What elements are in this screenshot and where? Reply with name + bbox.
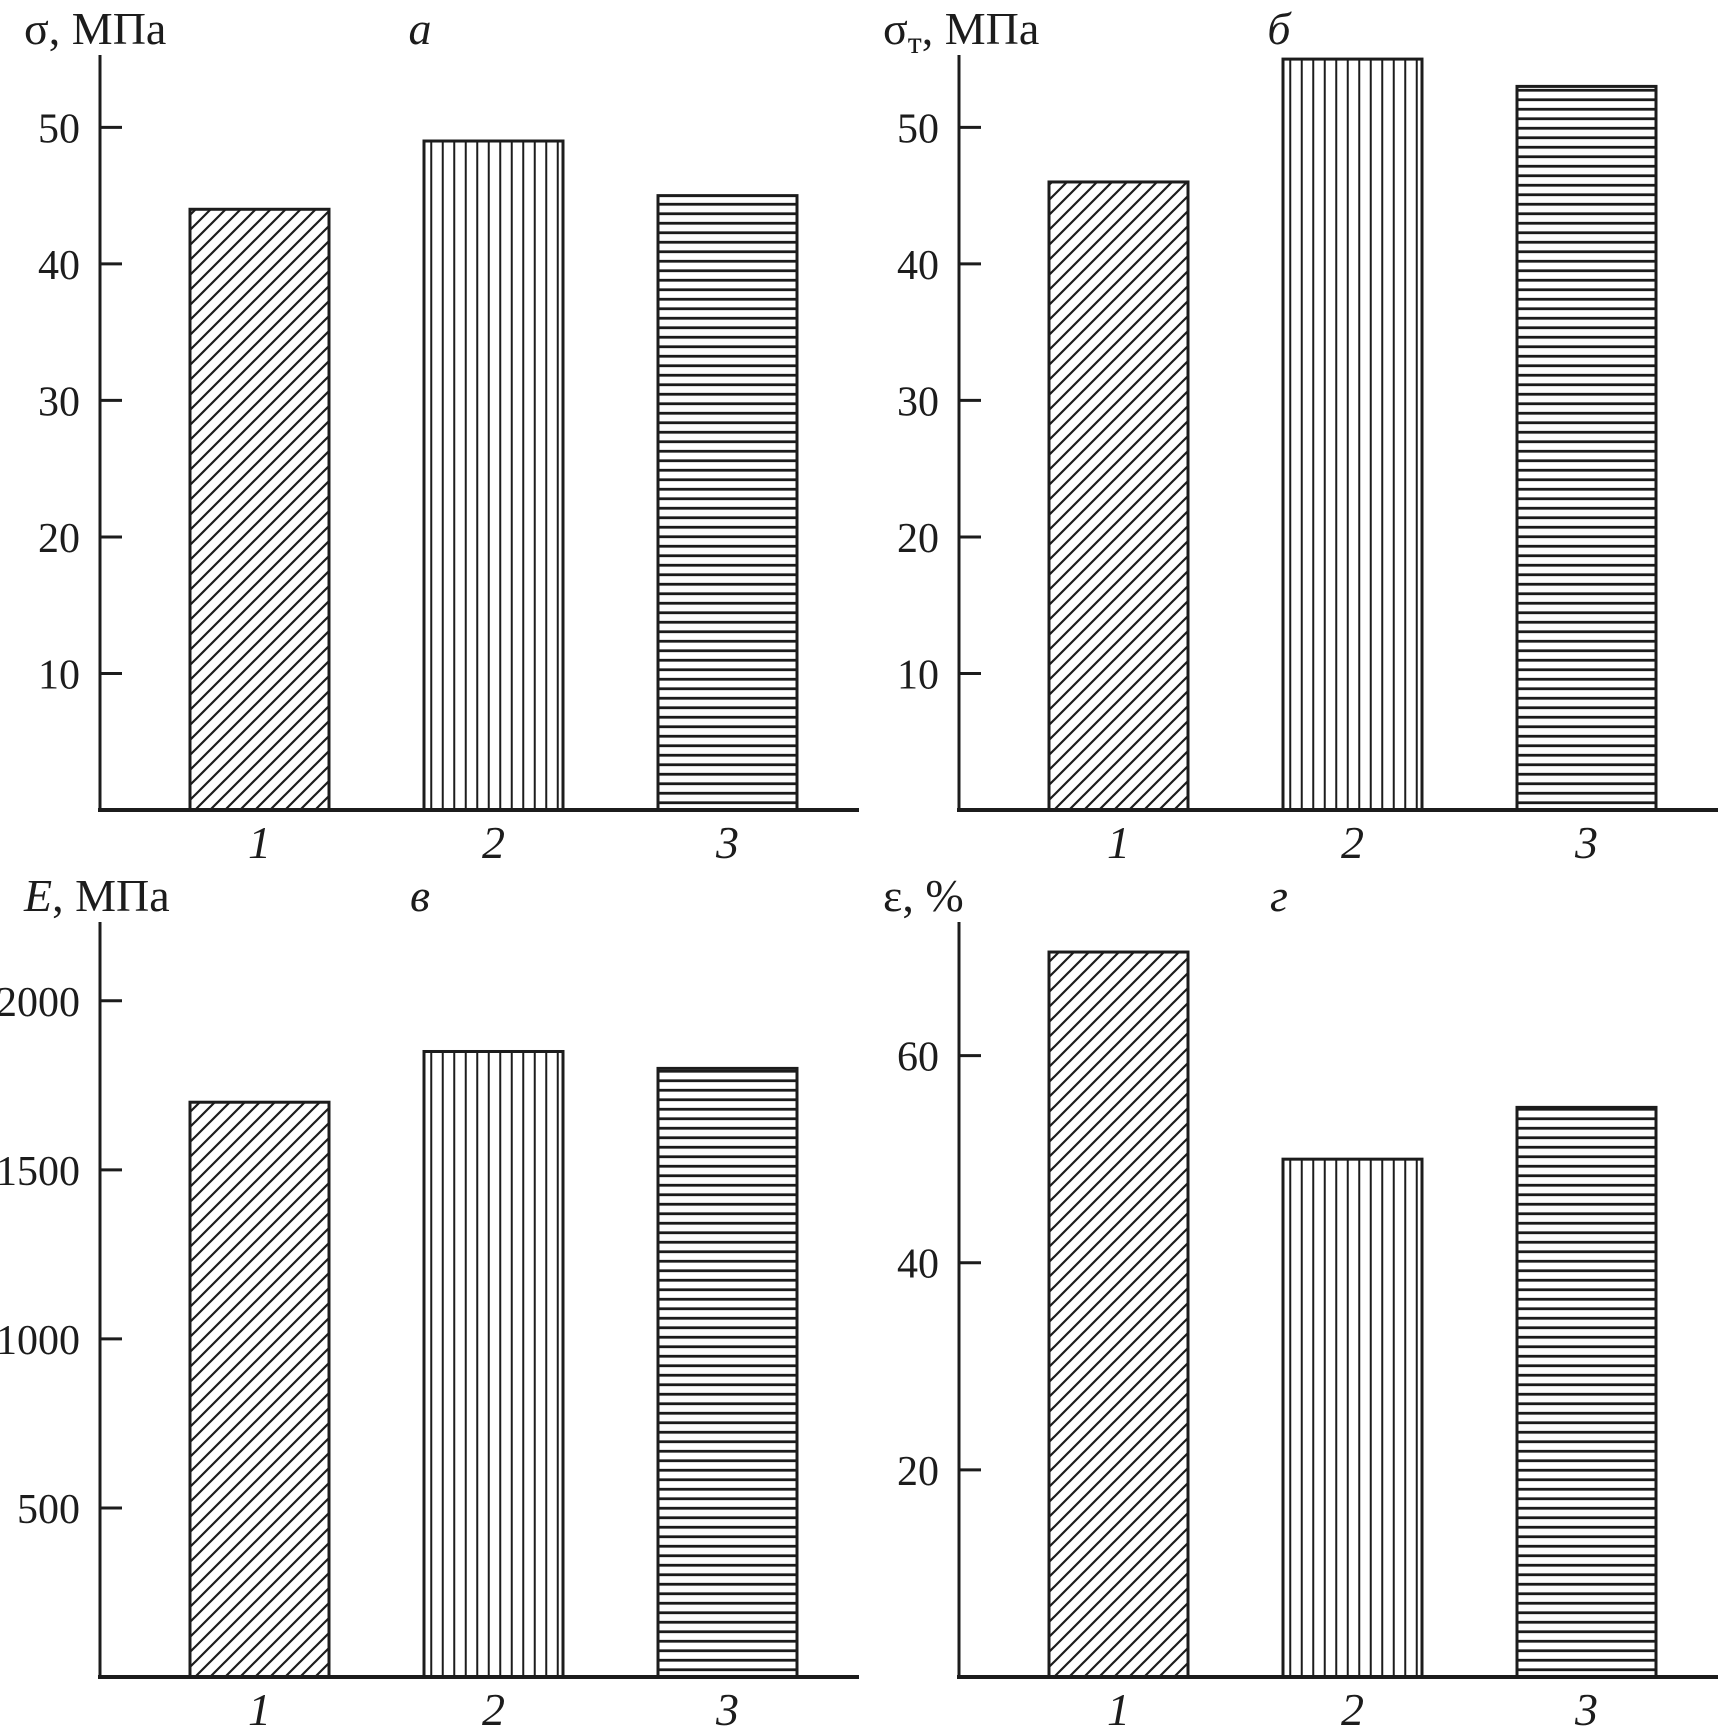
y-tick-label: 20 — [897, 516, 939, 562]
bar-3-horizontal — [1515, 1105, 1658, 1679]
y-tick-label: 60 — [897, 1035, 939, 1081]
chart-panel-a: σ, МПа а 10 20 30 40 50 1 2 3 — [24, 3, 859, 867]
x-category-label: 1 — [1107, 1684, 1130, 1734]
y-tick-label: 20 — [38, 516, 80, 562]
bar-3-horizontal — [656, 1066, 799, 1679]
y-tick-label: 40 — [38, 243, 80, 289]
x-category-label: 2 — [482, 817, 505, 867]
bar-1-diagonal — [188, 1100, 331, 1679]
bar-2-vertical — [1281, 1157, 1424, 1679]
y-tick-label: 30 — [38, 379, 80, 425]
y-tick-label: 30 — [897, 379, 939, 425]
y-tick-label: 1000 — [0, 1318, 80, 1364]
x-category-label: 2 — [1341, 817, 1364, 867]
x-category-label: 3 — [715, 817, 739, 867]
y-axis-label: σ, МПа — [24, 3, 166, 54]
y-tick-label: 50 — [38, 106, 80, 152]
bar-3-horizontal — [656, 194, 799, 812]
bar-2-vertical — [422, 139, 565, 812]
y-axis-label: E, МПа — [23, 870, 170, 921]
panel-title: в — [410, 870, 430, 921]
chart-panel-b: σт, МПа б 10 20 30 40 50 1 2 3 — [883, 3, 1718, 867]
chart-panel-g: ε, % г 20 40 60 1 2 3 — [883, 870, 1718, 1734]
y-tick-label: 50 — [897, 106, 939, 152]
bar-2-vertical — [422, 1049, 565, 1679]
y-tick-label: 20 — [897, 1449, 939, 1495]
x-category-label: 2 — [482, 1684, 505, 1734]
bar-2-vertical — [1281, 57, 1424, 812]
panel-title: б — [1267, 3, 1292, 54]
y-tick-label: 1500 — [0, 1149, 80, 1195]
bar-1-diagonal — [1047, 950, 1190, 1679]
chart-panel-v: E, МПа в 500 1000 1500 2000 1 2 3 — [0, 870, 859, 1734]
y-tick-label: 10 — [897, 652, 939, 698]
panel-title: а — [409, 3, 432, 54]
x-category-label: 1 — [248, 817, 271, 867]
y-tick-label: 40 — [897, 1242, 939, 1288]
y-tick-label: 500 — [17, 1487, 80, 1533]
y-axis-label: σт, МПа — [883, 3, 1039, 60]
x-category-label: 3 — [1574, 817, 1598, 867]
bar-1-diagonal — [188, 207, 331, 812]
x-category-label: 2 — [1341, 1684, 1364, 1734]
panel-title: г — [1270, 870, 1288, 921]
bar-1-diagonal — [1047, 180, 1190, 812]
y-axis-label: ε, % — [883, 870, 964, 921]
x-category-label: 1 — [1107, 817, 1130, 867]
y-tick-label: 2000 — [0, 980, 80, 1026]
bar-3-horizontal — [1515, 84, 1658, 812]
x-category-label: 3 — [1574, 1684, 1598, 1734]
y-tick-label: 40 — [897, 243, 939, 289]
y-tick-label: 10 — [38, 652, 80, 698]
x-category-label: 3 — [715, 1684, 739, 1734]
x-category-label: 1 — [248, 1684, 271, 1734]
